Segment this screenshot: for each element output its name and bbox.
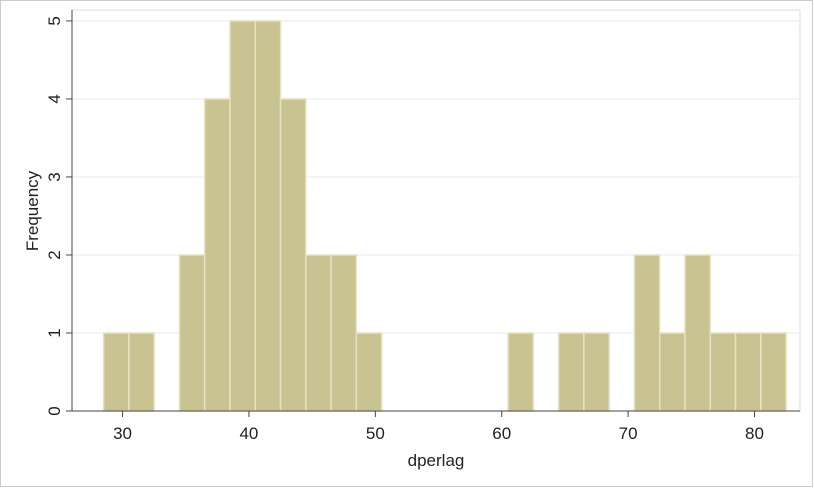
bar	[305, 254, 332, 412]
bar	[128, 332, 155, 412]
bar	[633, 254, 661, 412]
bar	[557, 332, 585, 412]
bar	[178, 254, 206, 412]
y-tick-label: 0	[45, 406, 64, 415]
bar	[102, 332, 130, 412]
x-tick-label: 80	[745, 424, 764, 443]
y-tick-label: 3	[45, 172, 64, 181]
y-tick-label: 4	[45, 94, 64, 103]
bar	[760, 332, 787, 412]
bar	[507, 332, 535, 412]
bar	[229, 20, 257, 412]
y-axis-title: Frequency	[23, 170, 42, 251]
x-tick-label: 50	[366, 424, 385, 443]
bar	[658, 332, 686, 412]
x-tick-label: 40	[239, 424, 258, 443]
x-axis-title: dperlag	[408, 451, 465, 470]
bar	[583, 332, 610, 412]
bar	[355, 332, 383, 412]
bar	[734, 332, 762, 412]
bar	[254, 20, 282, 412]
y-tick-label: 5	[45, 16, 64, 25]
bar	[203, 98, 231, 412]
bar	[330, 254, 358, 412]
y-tick-label: 1	[45, 328, 64, 337]
x-tick-label: 30	[113, 424, 132, 443]
bar	[279, 98, 307, 412]
bar	[709, 332, 737, 412]
x-tick-label: 70	[619, 424, 638, 443]
y-tick-label: 2	[45, 250, 64, 259]
x-tick-label: 60	[492, 424, 511, 443]
bar	[684, 254, 712, 412]
